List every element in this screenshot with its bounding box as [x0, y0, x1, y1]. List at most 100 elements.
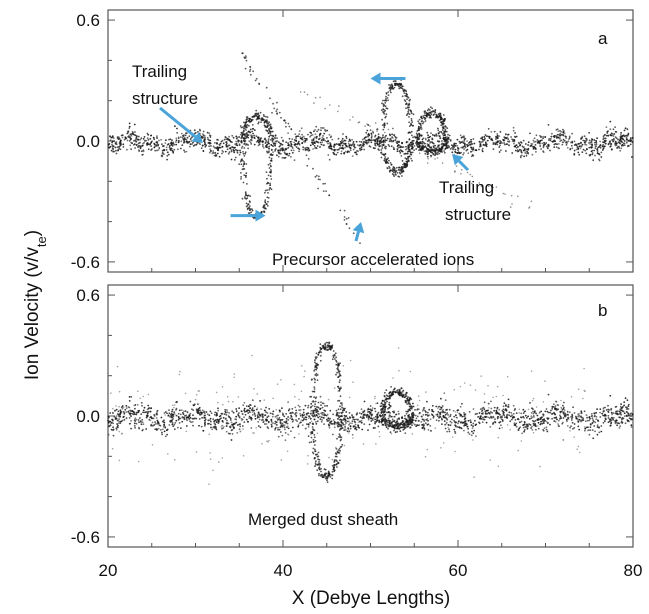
data-point [289, 417, 292, 420]
data-point [459, 134, 462, 137]
data-point [472, 146, 475, 149]
data-point [161, 431, 163, 434]
data-point [115, 428, 118, 431]
data-point [499, 140, 501, 142]
data-point [494, 418, 496, 421]
data-point [264, 201, 267, 204]
data-point [547, 143, 550, 146]
data-point [208, 151, 211, 154]
data-point [360, 419, 363, 422]
data-point [251, 124, 254, 126]
data-point [557, 133, 559, 136]
data-point [604, 137, 607, 140]
data-point [269, 97, 271, 100]
data-point [345, 137, 348, 140]
data-point [618, 147, 621, 149]
data-point [378, 149, 380, 152]
data-point [316, 145, 319, 147]
data-point [440, 397, 442, 400]
data-point [238, 163, 241, 166]
data-point [387, 417, 390, 420]
data-point [292, 412, 294, 414]
data-point [454, 432, 457, 435]
data-point [549, 149, 551, 152]
data-point [353, 420, 356, 423]
data-point [244, 191, 247, 194]
data-point [430, 413, 433, 416]
data-point [566, 146, 569, 149]
data-point [523, 430, 525, 433]
data-point [411, 121, 414, 123]
data-point [485, 145, 488, 148]
data-point [530, 143, 533, 145]
data-point [317, 416, 320, 419]
data-point [407, 110, 410, 113]
data-point [217, 409, 220, 412]
data-point [290, 128, 293, 131]
data-point [542, 137, 544, 140]
data-point [175, 139, 178, 142]
data-point [271, 140, 274, 143]
data-point [534, 144, 537, 146]
data-point [621, 137, 623, 140]
data-point [121, 405, 124, 407]
data-point [370, 135, 373, 138]
data-point [563, 411, 565, 413]
data-point [335, 409, 338, 412]
data-point [257, 425, 260, 427]
data-point [416, 139, 418, 141]
data-point [270, 144, 273, 147]
data-point [397, 168, 400, 171]
data-point [530, 415, 533, 417]
data-point [142, 411, 145, 414]
data-point [453, 419, 455, 422]
data-point [179, 413, 182, 416]
data-point [420, 421, 423, 423]
data-point [428, 408, 431, 411]
data-point [389, 140, 391, 143]
data-point [169, 144, 171, 147]
data-point [175, 407, 178, 410]
data-point [485, 409, 488, 412]
data-point [201, 144, 204, 147]
data-point [621, 407, 623, 409]
data-point [276, 419, 279, 421]
data-point [604, 413, 606, 416]
data-point [168, 409, 170, 411]
data-point [366, 142, 368, 145]
data-point [618, 416, 621, 419]
data-point [213, 146, 216, 149]
data-point [376, 417, 378, 420]
data-point [257, 136, 260, 139]
data-point [446, 138, 449, 140]
data-point [140, 146, 142, 149]
data-point [349, 147, 352, 150]
data-point [585, 148, 588, 150]
data-point [502, 405, 505, 408]
data-point [452, 409, 455, 412]
data-point [231, 433, 234, 435]
data-point [243, 407, 246, 410]
data-point [408, 102, 411, 105]
data-point [316, 469, 319, 472]
data-point [226, 422, 229, 424]
data-point [356, 144, 359, 146]
data-point [393, 169, 396, 172]
data-point [461, 402, 463, 405]
data-point [347, 142, 350, 145]
data-point [245, 135, 248, 138]
data-point [612, 418, 614, 421]
data-point [363, 141, 366, 143]
data-point [600, 430, 603, 433]
data-point [135, 413, 138, 416]
data-point [371, 130, 374, 133]
data-point [257, 411, 260, 414]
data-point [619, 136, 622, 138]
data-point [460, 413, 462, 416]
data-point [404, 165, 407, 168]
data-point [489, 426, 492, 428]
data-point [277, 435, 280, 438]
data-point [267, 122, 270, 125]
data-point [421, 410, 424, 412]
data-point [109, 412, 112, 414]
